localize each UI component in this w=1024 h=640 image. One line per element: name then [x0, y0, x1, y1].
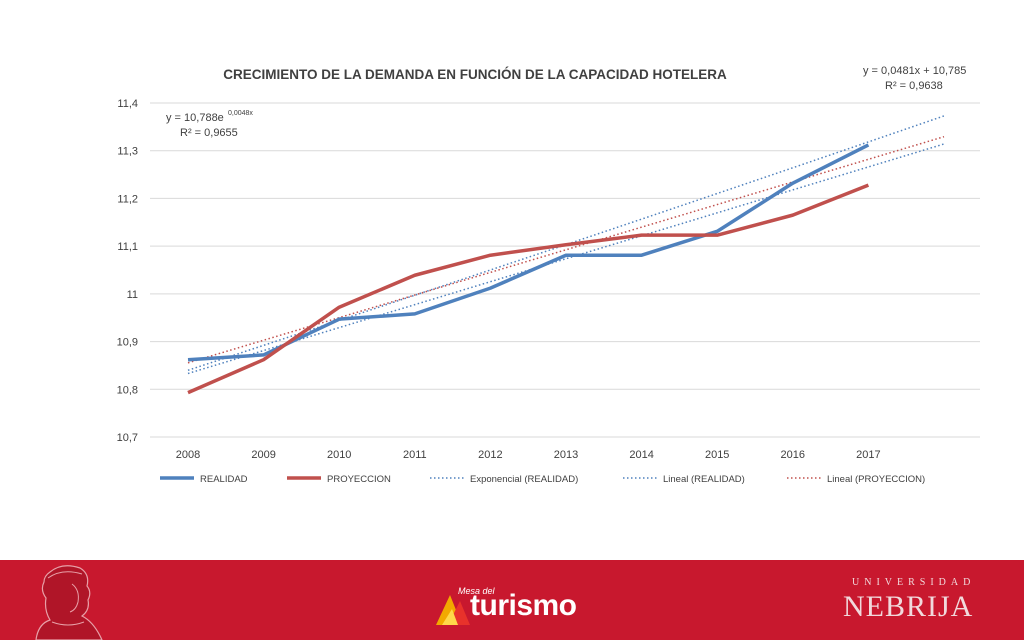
- legend-label: Exponencial (REALIDAD): [470, 474, 578, 485]
- x-tick-label: 2010: [327, 449, 351, 461]
- y-tick-label: 11,1: [117, 241, 138, 253]
- university-name: NEBRIJA: [843, 590, 974, 623]
- footer-bar: [0, 560, 1024, 640]
- mesa-logo-small-text: Mesa del: [458, 586, 495, 596]
- trendline-lineal-proyeccion-: [187, 135, 945, 364]
- chart-title: CRECIMIENTO DE LA DEMANDA EN FUNCIÓN DE …: [223, 67, 727, 82]
- legend: REALIDAD PROYECCION Exponencial (REALIDAD)…: [160, 474, 925, 485]
- exp-equation: y = 10,788e: [166, 112, 224, 124]
- y-tick-label: 11,3: [117, 146, 138, 158]
- trendline-exponencial-realidad-: [187, 115, 945, 371]
- series: [187, 143, 870, 395]
- y-axis: 10,7 10,8 10,9 11 11,1 11,2 11,3 11,4: [117, 98, 138, 444]
- y-tick-label: 11,2: [117, 193, 138, 205]
- x-tick-label: 2009: [251, 449, 275, 461]
- mesa-logo-text: turismo: [470, 589, 577, 622]
- trendlines: [187, 115, 945, 375]
- x-tick-label: 2008: [176, 449, 200, 461]
- exp-equation-exponent: 0,0048x: [228, 110, 253, 117]
- series-line-realidad: [187, 143, 870, 362]
- y-tick-label: 11: [127, 289, 138, 301]
- university-label: UNIVERSIDAD: [852, 577, 976, 588]
- x-tick-label: 2015: [705, 449, 729, 461]
- mesa-turismo-logo-icon: [436, 595, 470, 625]
- x-tick-label: 2016: [781, 449, 805, 461]
- trendline-lineal-realidad-: [187, 143, 945, 375]
- y-tick-label: 10,9: [117, 337, 138, 349]
- legend-label: PROYECCION: [327, 474, 391, 485]
- y-tick-label: 10,7: [117, 432, 138, 444]
- x-tick-label: 2012: [478, 449, 502, 461]
- portrait-icon: [35, 565, 103, 640]
- x-tick-label: 2017: [856, 449, 880, 461]
- x-axis: 2008 2009 2010 2011 2012 2013 2014 2015 2016 2017: [176, 449, 881, 461]
- exp-r2: R² = 0,9655: [180, 127, 238, 139]
- x-tick-label: 2011: [403, 449, 427, 461]
- series-line-proyeccion: [187, 183, 870, 395]
- linear-r2: R² = 0,9638: [885, 80, 943, 92]
- legend-label: REALIDAD: [200, 474, 248, 485]
- x-tick-label: 2014: [629, 449, 653, 461]
- legend-label: Lineal (PROYECCION): [827, 474, 925, 485]
- chart: CRECIMIENTO DE LA DEMANDA EN FUNCIÓN DE …: [117, 65, 980, 485]
- x-tick-label: 2013: [554, 449, 578, 461]
- linear-equation: y = 0,0481x + 10,785: [863, 65, 966, 77]
- legend-label: Lineal (REALIDAD): [663, 474, 745, 485]
- y-tick-label: 10,8: [117, 384, 138, 396]
- y-tick-label: 11,4: [117, 98, 138, 110]
